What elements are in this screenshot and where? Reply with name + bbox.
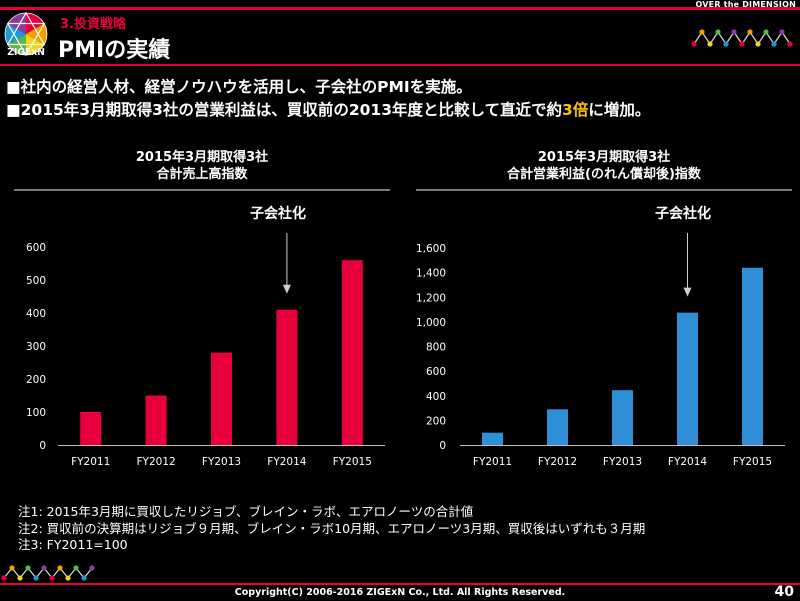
- page-title: PMIの実績: [58, 38, 171, 63]
- bar-fy2014: [276, 309, 298, 445]
- y-tick-label: 0: [39, 440, 46, 452]
- bullet-text: ■社内の経営人材、経営ノウハウを活用し、子会社のPMIを実施。: [6, 78, 472, 96]
- x-tick-label: FY2012: [538, 456, 577, 468]
- y-tick-label: 300: [26, 341, 46, 353]
- footnote: 注3: FY2011=100: [18, 537, 128, 552]
- bar-fy2015: [742, 267, 763, 445]
- copyright-text: Copyright(C) 2006-2016 ZIGExN Co., Ltd. …: [234, 587, 566, 598]
- zigzag-decoration-icon: [691, 29, 793, 47]
- annotation-arrow-icon: [282, 284, 291, 294]
- annotation-arrow-icon: [683, 287, 692, 297]
- bar-fy2015: [341, 260, 363, 445]
- bullet-item: ■社内の経営人材、経営ノウハウを活用し、子会社のPMIを実施。: [6, 76, 650, 99]
- chart-title-line2: 合計営業利益(のれん償却後)指数: [507, 167, 701, 182]
- sales-index-bar-chart: 0 100 200 300 400 500 600 FY2011 FY2012 FY2013 FY2…: [26, 233, 385, 468]
- y-tick-label: 200: [26, 374, 46, 386]
- footer-bar: [0, 583, 800, 585]
- zigzag-decoration-icon: [1, 565, 95, 581]
- y-tick-label: 0: [439, 440, 446, 452]
- logo-text: ZIGExN: [7, 47, 45, 58]
- section-subtitle: 3.投資戦略: [60, 17, 126, 32]
- y-tick-label: 1,600: [416, 243, 446, 255]
- y-tick-label: 200: [426, 415, 446, 427]
- bar-fy2011: [482, 432, 503, 445]
- annotation-label: 子会社化: [655, 206, 711, 222]
- bar-fy2012: [145, 395, 167, 445]
- footnote: 注2: 買収前の決算期はリジョブ９月期、ブレイン・ラボ10月期、エアロノーツ3月…: [18, 520, 646, 536]
- y-tick-label: 600: [26, 242, 46, 254]
- annotation-label: 子会社化: [250, 206, 306, 222]
- page-number: 40: [774, 584, 794, 600]
- footnotes: 注1: 2015年3月期に買収したリジョブ、ブレイン・ラボ、エアロノーツの合計値…: [18, 504, 645, 554]
- footnote: 注1: 2015年3月期に買収したリジョブ、ブレイン・ラボ、エアロノーツの合計値: [18, 504, 474, 519]
- y-tick-label: 1,000: [416, 317, 446, 329]
- chart-title-profit: 2015年3月期取得3社 合計営業利益(のれん償却後)指数: [416, 149, 792, 183]
- x-tick-label: FY2015: [333, 456, 372, 468]
- chart-title-line1: 2015年3月期取得3社: [537, 150, 671, 165]
- x-tick-label: FY2012: [137, 456, 176, 468]
- x-tick-label: FY2014: [668, 456, 707, 468]
- header-bar: [0, 7, 800, 10]
- bullet-list: ■社内の経営人材、経営ノウハウを活用し、子会社のPMIを実施。 ■2015年3月…: [6, 76, 650, 122]
- operating-profit-index-bar-chart: 0 200 400 600 800 1,000 1,200 1,400 1,600 FY2011 F…: [416, 233, 785, 468]
- chart-title-line1: 2015年3月期取得3社: [135, 150, 269, 165]
- y-tick-label: 500: [26, 275, 46, 287]
- x-tick-label: FY2013: [603, 456, 642, 468]
- y-tick-label: 100: [26, 407, 46, 419]
- y-tick-label: 600: [426, 366, 446, 378]
- bar-fy2013: [612, 390, 633, 445]
- x-tick-label: FY2015: [733, 456, 772, 468]
- bullet-item: ■2015年3月期取得3社の営業利益は、買収前の2013年度と比較して直近で約3…: [6, 99, 650, 122]
- y-tick-label: 800: [426, 342, 446, 354]
- y-tick-label: 400: [26, 308, 46, 320]
- x-tick-label: FY2011: [71, 456, 110, 468]
- y-tick-label: 1,400: [416, 268, 446, 280]
- zigexn-logo-icon: [4, 11, 48, 57]
- y-tick-label: 400: [426, 391, 446, 403]
- x-tick-label: FY2013: [202, 456, 241, 468]
- bullet-text-suffix: に増加。: [588, 101, 651, 119]
- x-tick-label: FY2011: [473, 456, 512, 468]
- bullet-highlight: 3倍: [562, 101, 589, 119]
- x-tick-label: FY2014: [267, 456, 306, 468]
- bar-fy2012: [547, 409, 568, 445]
- bar-fy2014: [677, 312, 698, 445]
- chart-title-rule: [416, 189, 792, 191]
- chart-title-line2: 合計売上高指数: [156, 167, 248, 182]
- bullet-text: ■2015年3月期取得3社の営業利益は、買収前の2013年度と比較して直近で約: [6, 101, 563, 119]
- bar-fy2011: [80, 412, 102, 445]
- y-tick-label: 1,200: [416, 292, 446, 304]
- bar-fy2013: [211, 352, 232, 445]
- title-underline: [0, 64, 800, 66]
- chart-title-sales: 2015年3月期取得3社 合計売上高指数: [14, 149, 390, 183]
- chart-title-rule: [14, 189, 390, 191]
- tagline: OVER the DIMENSION: [695, 0, 796, 9]
